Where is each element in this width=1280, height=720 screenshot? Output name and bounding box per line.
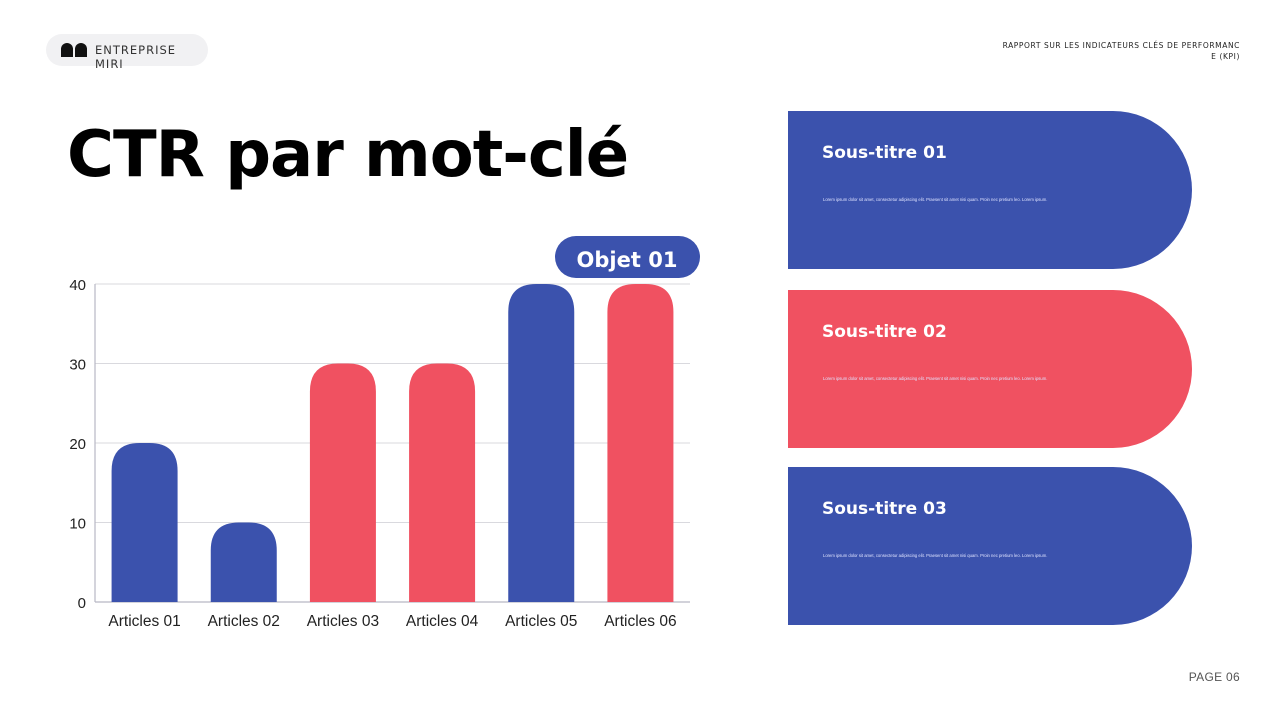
report-title: RAPPORT SUR LES INDICATEURS CLÉS DE PERF…	[1002, 41, 1240, 61]
brand-badge: ENTREPRISE MIRI	[46, 34, 208, 71]
bar	[409, 363, 476, 602]
card-text: Lorem ipsum dolor sit amet, consectetur …	[823, 376, 1048, 381]
card-text: Lorem ipsum dolor sit amet, consectetur …	[823, 553, 1048, 558]
annotation-label: Objet 01	[577, 248, 678, 272]
bar	[309, 363, 376, 602]
brand-logo-icon	[61, 43, 87, 57]
bar	[508, 284, 575, 602]
subtitle-card-1: Sous-titre 01 Lorem ipsum dolor sit amet…	[788, 111, 1192, 269]
bar	[210, 522, 277, 602]
y-tick-label: 10	[69, 516, 86, 533]
card-text: Lorem ipsum dolor sit amet, consectetur …	[823, 197, 1048, 202]
x-tick-label: Articles 06	[604, 613, 676, 630]
y-tick-label: 20	[69, 436, 86, 453]
bar	[111, 443, 178, 602]
card-title: Sous-titre 01	[822, 143, 947, 163]
page-title: CTR par mot-clé	[67, 118, 629, 192]
y-tick-label: 30	[69, 357, 86, 374]
card-title: Sous-titre 03	[822, 499, 947, 519]
y-tick-label: 40	[69, 277, 86, 294]
brand-name: ENTREPRISE MIRI	[95, 43, 177, 71]
x-tick-label: Articles 03	[307, 613, 379, 630]
bar-chart: 0 10 20 30 40 Articles 01 Articles 02 Articles …	[69, 236, 700, 630]
annotation-pill	[555, 236, 700, 278]
x-tick-label: Articles 02	[208, 613, 280, 630]
subtitle-card-2: Sous-titre 02 Lorem ipsum dolor sit amet…	[788, 290, 1192, 448]
y-tick-label: 0	[78, 595, 86, 612]
page-number: PAGE 06	[1188, 670, 1240, 684]
bar	[607, 284, 674, 602]
subtitle-card-3: Sous-titre 03 Lorem ipsum dolor sit amet…	[788, 467, 1192, 625]
x-tick-label: Articles 04	[406, 613, 479, 630]
x-tick-label: Articles 05	[505, 613, 577, 630]
x-tick-label: Articles 01	[108, 613, 180, 630]
card-title: Sous-titre 02	[822, 322, 947, 342]
